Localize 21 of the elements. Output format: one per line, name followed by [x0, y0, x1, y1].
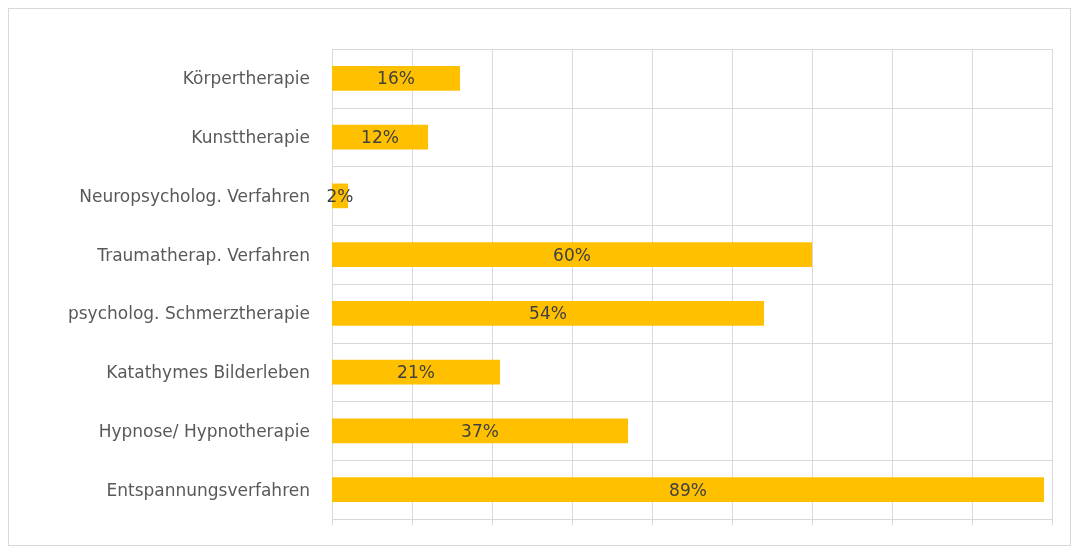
- bar: [332, 359, 500, 385]
- data-label: 21%: [397, 362, 435, 383]
- data-label: 16%: [377, 68, 415, 89]
- y-tick-label: Neuropsycholog. Verfahren: [79, 185, 310, 206]
- data-label: 89%: [669, 479, 707, 500]
- data-label: 12%: [361, 127, 399, 148]
- bar: [332, 242, 812, 267]
- y-tick-label: Kunsttherapie: [191, 127, 310, 148]
- bar: [332, 301, 764, 326]
- data-label: 37%: [461, 420, 499, 441]
- bar: [332, 477, 1044, 502]
- bar: [332, 66, 460, 91]
- y-tick-label: psycholog. Schmerztherapie: [67, 303, 310, 324]
- y-tick-label: Katathymes Bilderleben: [106, 362, 310, 383]
- y-tick-label: Traumatherap. Verfahren: [96, 244, 310, 265]
- data-label: 60%: [553, 244, 591, 265]
- bar: [332, 418, 628, 444]
- y-tick-label: Hypnose/ Hypnotherapie: [98, 420, 310, 441]
- data-label: 54%: [529, 303, 567, 324]
- y-tick-label: Entspannungsverfahren: [106, 479, 310, 500]
- y-tick-label: Körpertherapie: [182, 68, 310, 89]
